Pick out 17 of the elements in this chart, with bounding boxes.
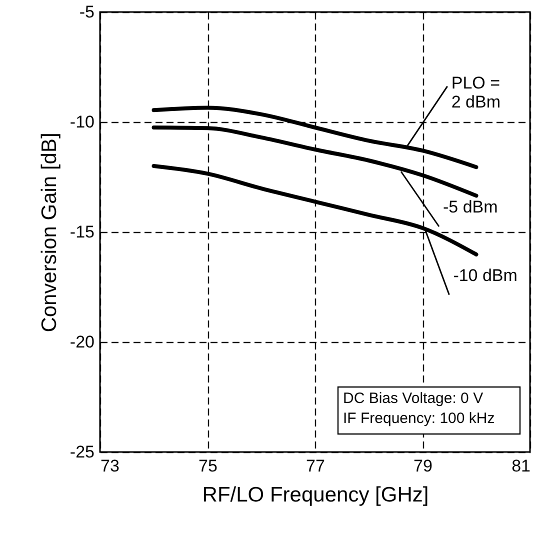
annotation: DC Bias Voltage: 0 V	[343, 390, 484, 407]
y-tick-label: -15	[70, 222, 94, 242]
annotation: -10 dBm	[453, 266, 518, 285]
x-tick-label: 77	[306, 456, 325, 476]
y-tick-label: -10	[70, 112, 94, 132]
x-axis-title: RF/LO Frequency [GHz]	[202, 484, 429, 506]
x-tick-label: 81	[512, 456, 530, 476]
y-axis-title: Conversion Gain [dB]	[38, 132, 61, 332]
y-tick-label: -25	[70, 442, 94, 462]
annotation: IF Frequency: 100 kHz	[343, 410, 495, 427]
x-tick-label: 73	[100, 456, 120, 476]
annotation: -5 dBm	[443, 198, 498, 216]
y-tick-label: -20	[70, 332, 94, 352]
annotation: PLO = 2 dBm	[451, 73, 501, 112]
y-tick-label: -5	[79, 2, 94, 22]
x-tick-label: 79	[414, 456, 432, 476]
x-tick-label: 75	[198, 456, 218, 476]
